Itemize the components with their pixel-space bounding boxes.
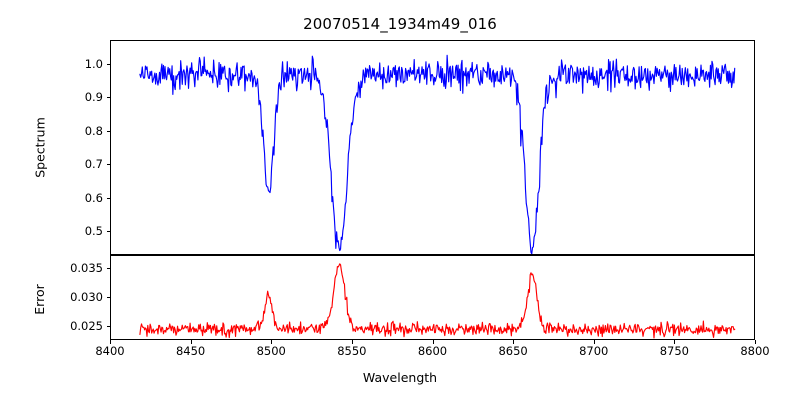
y-tick-label: 0.035: [70, 260, 103, 275]
x-tick-mark: [513, 340, 515, 344]
x-tick-label: 8650: [498, 344, 528, 358]
x-tick-label: 8400: [95, 344, 125, 358]
y-tick-label: 0.8: [84, 123, 103, 138]
y-tick-label: 0.030: [70, 289, 103, 304]
y-tick-mark: [106, 197, 110, 199]
x-tick-label: 8800: [740, 344, 770, 358]
x-tick-mark: [110, 340, 111, 344]
chart-title: 20070514_1934m49_016: [303, 15, 497, 33]
x-tick-label: 8600: [417, 344, 448, 358]
y-tick-label: 0.025: [70, 318, 103, 333]
y-tick-mark: [106, 63, 110, 65]
y-tick-label: 0.7: [84, 157, 103, 172]
y-tick-label: 0.9: [84, 90, 103, 105]
x-tick-mark: [593, 340, 595, 344]
error-plot-area: [110, 255, 755, 340]
y-tick-mark: [106, 97, 110, 99]
y-tick-label: 0.5: [84, 224, 103, 239]
x-tick-mark: [432, 340, 434, 344]
y-tick-mark: [106, 164, 110, 166]
error-data-line: [139, 263, 736, 339]
x-tick-label: 8450: [175, 344, 206, 358]
y-axis-label-spectrum: Spectrum: [32, 117, 48, 178]
spectrum-plot-area: [110, 40, 755, 255]
y-tick-mark: [106, 296, 110, 298]
y-tick-label: 1.0: [84, 56, 103, 71]
y-tick-mark: [106, 130, 110, 132]
spectrum-line-svg: [139, 54, 736, 254]
x-tick-label: 8500: [256, 344, 286, 358]
error-line-svg: [139, 263, 736, 339]
x-tick-mark: [674, 340, 676, 344]
y-axis-label-error: Error: [32, 284, 47, 315]
spectrum-data-line: [139, 54, 736, 254]
y-tick-mark: [106, 231, 110, 233]
y-tick-label: 0.6: [84, 190, 103, 205]
x-tick-mark: [271, 340, 273, 344]
x-tick-label: 8550: [337, 344, 367, 358]
y-tick-mark: [106, 267, 110, 269]
x-tick-mark: [755, 340, 756, 344]
x-tick-label: 8700: [579, 344, 609, 358]
x-tick-mark: [190, 340, 192, 344]
x-axis-label: Wavelength: [362, 370, 438, 385]
y-tick-mark: [106, 325, 110, 327]
x-tick-label: 8750: [659, 344, 690, 358]
x-tick-mark: [351, 340, 353, 344]
